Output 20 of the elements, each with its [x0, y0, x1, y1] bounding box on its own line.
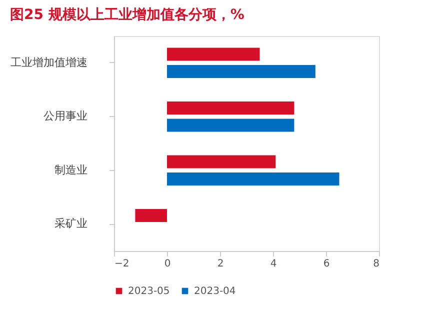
chart-title: 图25 规模以上工业增加值各分项，%: [10, 7, 244, 23]
x-tick-label: 4: [270, 258, 277, 270]
bar: [167, 48, 260, 61]
bar: [167, 118, 294, 132]
y-tick-label: 制造业: [54, 163, 88, 176]
y-tick-label: 公用事业: [44, 110, 88, 123]
y-tick-label: 工业增加值增速: [10, 56, 88, 69]
x-tick-label: 0: [164, 258, 171, 270]
bar: [167, 101, 294, 114]
bar: [167, 155, 276, 168]
y-tick-label: 采矿业: [54, 217, 88, 230]
bar: [135, 208, 167, 222]
legend-label: 2023-04: [194, 286, 236, 297]
x-tick-label: 8: [373, 258, 380, 270]
bar: [167, 65, 316, 78]
x-tick-label: 6: [323, 258, 330, 270]
x-tick-label: −2: [114, 258, 130, 270]
legend-label: 2023-05: [128, 286, 170, 297]
x-tick-label: 2: [217, 258, 224, 270]
bar: [167, 172, 340, 186]
